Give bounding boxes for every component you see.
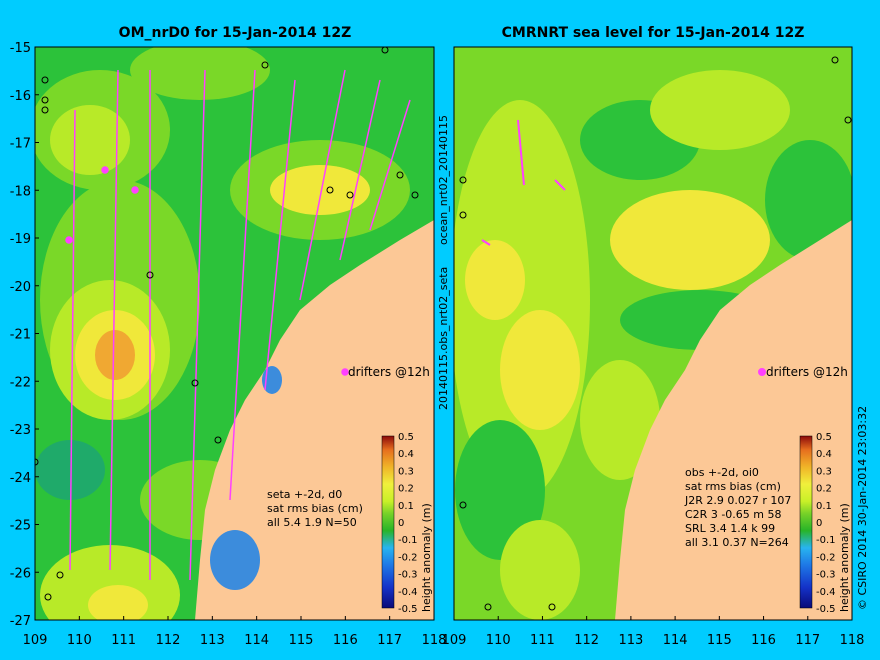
right-colorbar-tick-label: 0.2 [816,484,832,495]
left-y-tick-label: -16 [10,89,31,104]
right-x-tick-label: 111 [530,633,555,648]
left-colorbar-tick-label: 0.5 [398,432,414,443]
left-colorbar-tick-label: -0.3 [398,570,418,581]
left-colorbar-tick-label: 0.4 [398,449,414,460]
separator-label-top: ocean_nrt02_20140115 [437,115,450,245]
right-colorbar-tick-label: -0.2 [816,552,836,563]
right-stats-line-4: C2R 3 -0.65 m 58 [685,508,781,521]
left-map-field: drifters @12h seta +-2d, d0 sat rms bias… [35,47,434,620]
left-stats-box: seta +-2d, d0 sat rms bias (cm) all 5.4 … [267,488,363,529]
left-x-tick-label: 112 [156,633,181,648]
right-x-tick-label: 116 [751,633,776,648]
right-x-tick-label: 115 [707,633,732,648]
right-colorbar-tick-label: 0.4 [816,449,832,460]
right-x-tick-label: 109 [442,633,467,648]
left-y-tick-label: -25 [10,519,31,534]
left-stats-line-3: all 5.4 1.9 N=50 [267,516,357,529]
left-y-axis: -15 -16 -17 -18 -19 -20 -21 -22 -23 -24 -25 -26 -27 [10,41,39,629]
left-colorbar-tick-label: 0.2 [398,484,414,495]
right-drifters-label: drifters @12h [766,365,848,379]
left-colorbar-tick-label: -0.4 [398,587,418,598]
left-colorbar-tick-label: -0.5 [398,604,418,615]
left-y-tick-label: -20 [10,280,31,295]
right-map-panel: CMRNRT sea level for 15-Jan-2014 12Z [442,25,865,648]
left-x-tick-label: 113 [200,633,225,648]
right-colorbar-tick-label: -0.4 [816,587,836,598]
right-colorbar: 0.5 0.4 0.3 0.2 0.1 0 -0.1 -0.2 -0.3 -0.4 -0.5 hei… [799,432,851,615]
left-y-tick-label: -27 [10,614,31,629]
left-x-tick-label: 117 [377,633,402,648]
left-x-tick-label: 116 [333,633,358,648]
left-colorbar-tick-label: -0.2 [398,552,418,563]
left-y-tick-label: -24 [10,471,31,486]
left-y-tick-label: -21 [10,328,31,343]
left-x-tick-label: 109 [23,633,48,648]
left-colorbar-tick-label: 0 [398,518,404,529]
left-x-tick-label: 118 [422,633,447,648]
left-y-tick-label: -23 [10,423,31,438]
left-panel-title: OM_nrD0 for 15-Jan-2014 12Z [119,25,352,41]
right-stats-line-3: J2R 2.9 0.027 r 107 [684,494,791,507]
left-map-panel: OM_nrD0 for 15-Jan-2014 12Z [10,25,447,648]
left-y-tick-label: -22 [10,375,31,390]
right-x-tick-label: 113 [618,633,643,648]
right-x-tick-label: 112 [574,633,599,648]
right-colorbar-tick-label: 0.3 [816,466,832,477]
right-colorbar-tick-label: 0.1 [816,501,832,512]
right-stats-line-2: sat rms bias (cm) [685,480,781,493]
right-map-field: drifters @12h obs +-2d, oi0 sat rms bias… [454,47,852,620]
left-drifters-label: drifters @12h [348,365,430,379]
left-stats-line-2: sat rms bias (cm) [267,502,363,515]
right-panel-title: CMRNRT sea level for 15-Jan-2014 12Z [502,25,805,41]
right-stats-line-6: all 3.1 0.37 N=264 [685,536,789,549]
left-stats-line-1: seta +-2d, d0 [267,488,342,501]
copyright-label: © CSIRO 2014 30-Jan-2014 23:03:32 [856,406,869,610]
right-colorbar-tick-label: 0 [816,518,822,529]
left-colorbar-tick-label: -0.1 [398,535,418,546]
right-colorbar-tick-label: -0.5 [816,604,836,615]
right-x-tick-label: 110 [486,633,511,648]
left-colorbar-tick-label: 0.3 [398,466,414,477]
right-colorbar-label: height anomaly (m) [838,503,851,612]
left-colorbar: 0.5 0.4 0.3 0.2 0.1 0 -0.1 -0.2 -0.3 -0.4 -0.5 hei… [381,432,433,615]
left-colorbar-label: height anomaly (m) [420,503,433,612]
right-x-tick-label: 114 [663,633,688,648]
left-y-tick-label: -15 [10,41,31,56]
left-y-tick-label: -19 [10,232,31,247]
right-stats-line-1: obs +-2d, oi0 [685,466,759,479]
right-colorbar-tick-label: -0.3 [816,570,836,581]
right-x-axis: 109 110 111 112 113 114 115 116 117 118 [442,616,865,648]
left-x-tick-label: 114 [244,633,269,648]
left-colorbar-tick-label: 0.1 [398,501,414,512]
right-colorbar-tick-label: 0.5 [816,432,832,443]
right-stats-box: obs +-2d, oi0 sat rms bias (cm) J2R 2.9 … [684,466,791,549]
left-x-tick-label: 111 [111,633,136,648]
left-x-axis: 109 110 111 112 113 114 115 116 117 118 [23,616,447,648]
left-y-tick-label: -26 [10,566,31,581]
right-x-tick-label: 117 [795,633,820,648]
separator-label-bottom: 20140115.obs_nrt02_seta [437,267,450,410]
right-colorbar-tick-label: -0.1 [816,535,836,546]
right-x-tick-label: 118 [840,633,865,648]
left-x-tick-label: 115 [289,633,314,648]
left-y-tick-label: -17 [10,137,31,152]
left-y-tick-label: -18 [10,184,31,199]
left-x-tick-label: 110 [67,633,92,648]
right-stats-line-5: SRL 3.4 1.4 k 99 [685,522,775,535]
